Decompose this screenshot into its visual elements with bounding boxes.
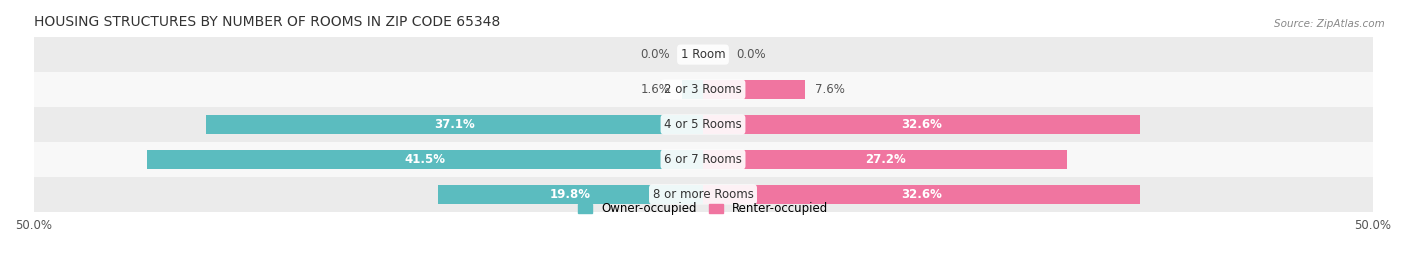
Bar — [703, 185, 1139, 204]
Text: 8 or more Rooms: 8 or more Rooms — [652, 188, 754, 201]
Bar — [437, 185, 703, 204]
Bar — [207, 115, 703, 134]
Text: 6 or 7 Rooms: 6 or 7 Rooms — [664, 153, 742, 166]
Text: 37.1%: 37.1% — [434, 118, 475, 131]
Text: 4 or 5 Rooms: 4 or 5 Rooms — [664, 118, 742, 131]
Bar — [34, 72, 1372, 107]
Text: 32.6%: 32.6% — [901, 188, 942, 201]
Text: 1.6%: 1.6% — [641, 83, 671, 96]
Bar — [703, 80, 804, 99]
Legend: Owner-occupied, Renter-occupied: Owner-occupied, Renter-occupied — [572, 197, 834, 220]
Text: HOUSING STRUCTURES BY NUMBER OF ROOMS IN ZIP CODE 65348: HOUSING STRUCTURES BY NUMBER OF ROOMS IN… — [34, 15, 499, 29]
Bar — [34, 177, 1372, 212]
Text: 2 or 3 Rooms: 2 or 3 Rooms — [664, 83, 742, 96]
Text: 27.2%: 27.2% — [865, 153, 905, 166]
Text: Source: ZipAtlas.com: Source: ZipAtlas.com — [1274, 19, 1385, 29]
Bar — [34, 107, 1372, 142]
Bar — [34, 142, 1372, 177]
Text: 0.0%: 0.0% — [640, 48, 669, 61]
Text: 1 Room: 1 Room — [681, 48, 725, 61]
Bar — [34, 37, 1372, 72]
Bar — [682, 80, 703, 99]
Text: 19.8%: 19.8% — [550, 188, 591, 201]
Text: 7.6%: 7.6% — [815, 83, 845, 96]
Text: 0.0%: 0.0% — [737, 48, 766, 61]
Text: 41.5%: 41.5% — [405, 153, 446, 166]
Bar — [148, 150, 703, 169]
Bar — [703, 115, 1139, 134]
Bar — [703, 150, 1067, 169]
Text: 32.6%: 32.6% — [901, 118, 942, 131]
